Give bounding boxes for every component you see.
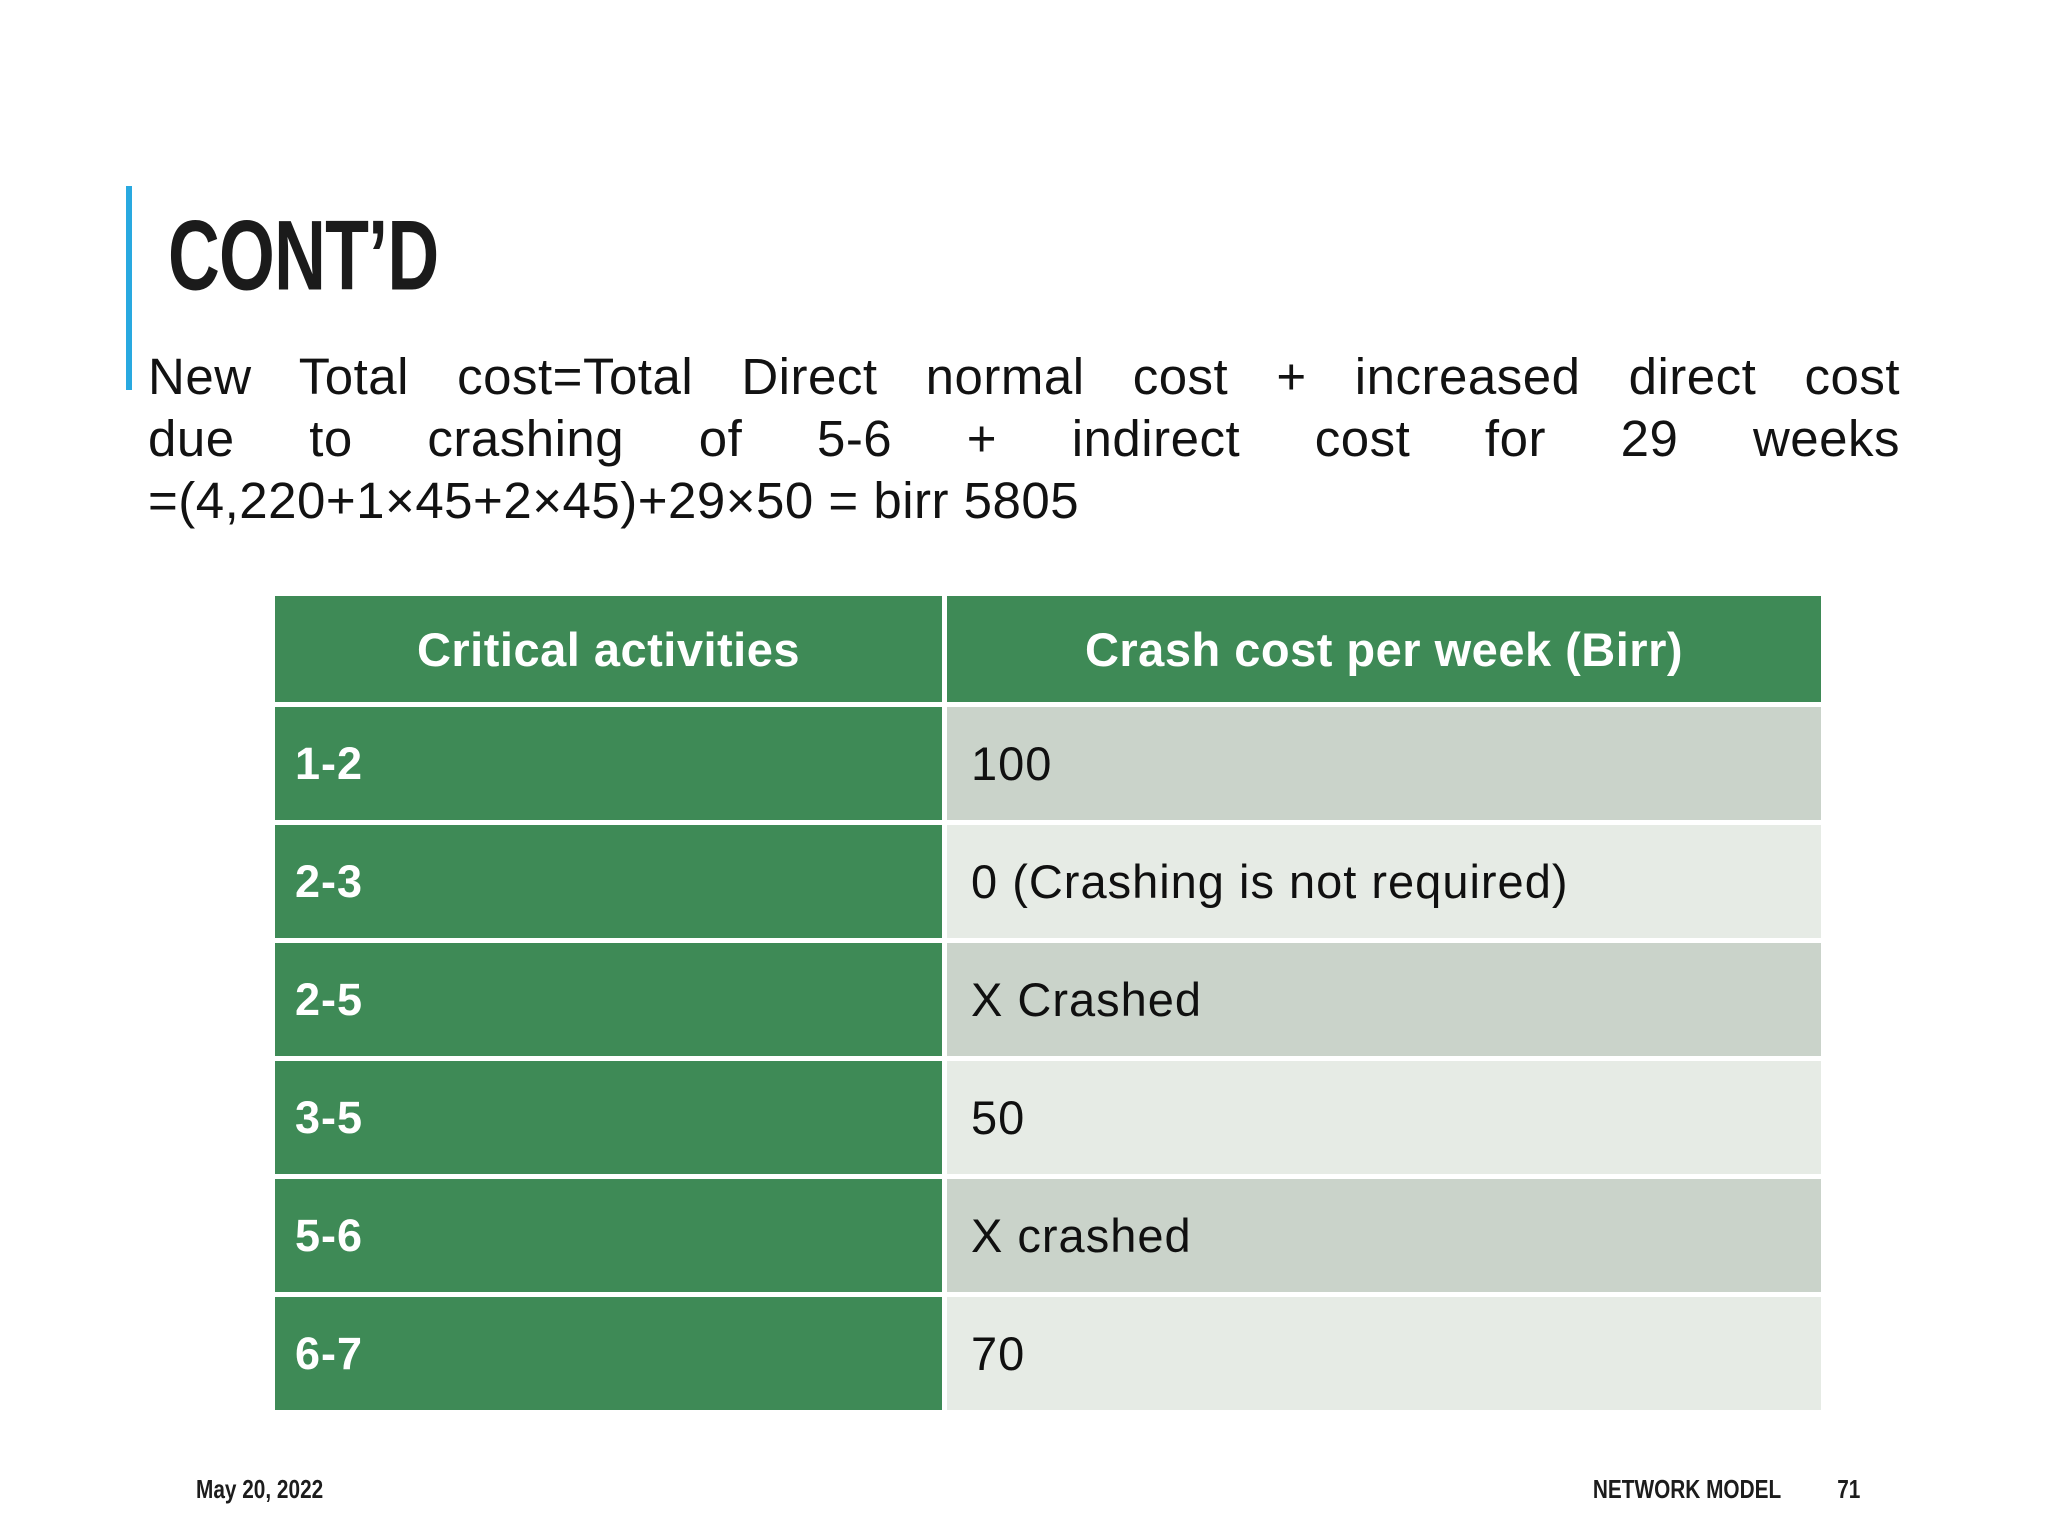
footer-right: NETWORK MODEL 71 [1593,1474,1860,1505]
cost-value: X Crashed [971,973,1203,1026]
cost-value: 100 [971,737,1053,790]
activity-label: 6-7 [295,1327,364,1379]
table-header-crash-cost: Crash cost per week (Birr) [947,596,1821,702]
activity-label: 2-3 [295,855,364,907]
footer-page-number: 71 [1836,1474,1860,1504]
body-line-3: =(4,220+1×45+2×45)+29×50 = birr 5805 [148,472,1080,529]
body-line-1: New Total cost=Total Direct normal cost … [148,348,1900,405]
page-title: CONT’D [168,201,439,312]
activity-label: 1-2 [295,737,364,789]
table-row-activity: 3-5 [275,1061,942,1174]
activity-label: 5-6 [295,1209,364,1261]
table-row-cost: X Crashed [947,943,1821,1056]
table-row-cost: 100 [947,707,1821,820]
body-paragraph: New Total cost=Total Direct normal cost … [148,346,1900,532]
table-row-activity: 2-3 [275,825,942,938]
table-header-label: Critical activities [416,622,801,676]
cost-value: 50 [971,1091,1026,1144]
table-header-critical-activities: Critical activities [275,596,942,702]
cost-value: 70 [971,1327,1026,1380]
body-line-2: due to crashing of 5-6 + indirect cost f… [148,410,1900,467]
footer-date: May 20, 2022 [196,1474,324,1504]
table-row-cost: 0 (Crashing is not required) [947,825,1821,938]
table-row-cost: 70 [947,1297,1821,1410]
table-row-cost: X crashed [947,1179,1821,1292]
activity-label: 3-5 [295,1091,364,1143]
footer-label: NETWORK MODEL [1592,1474,1781,1504]
cost-value: 0 (Crashing is not required) [971,855,1569,908]
table-row-cost: 50 [947,1061,1821,1174]
crash-cost-table: Critical activities Crash cost per week … [275,596,1821,1410]
cost-value: X crashed [971,1209,1192,1262]
title-accent-bar [126,186,132,390]
activity-label: 2-5 [295,973,364,1025]
table-row-activity: 6-7 [275,1297,942,1410]
table-row-activity: 2-5 [275,943,942,1056]
table-row-activity: 1-2 [275,707,942,820]
table-row-activity: 5-6 [275,1179,942,1292]
table-header-label: Crash cost per week (Birr) [1084,622,1684,676]
